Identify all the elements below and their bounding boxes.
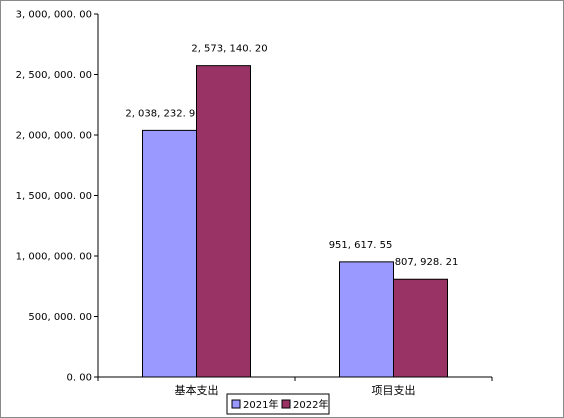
bar-series2 xyxy=(196,65,251,378)
bar-series1 xyxy=(142,129,197,378)
legend-swatch xyxy=(231,399,241,409)
legend-label: 2021年 xyxy=(243,398,278,411)
y-tick-label: 1, 000, 000. 00 xyxy=(16,252,92,263)
legend-box xyxy=(226,393,330,415)
legend-label: 2022年 xyxy=(293,398,328,411)
data-label: 951, 617. 55 xyxy=(329,240,393,251)
y-tick-label: 2, 000, 000. 00 xyxy=(16,131,92,142)
y-tick-label: 3, 000, 000. 00 xyxy=(16,10,92,21)
bar-series1 xyxy=(339,261,394,378)
category-label: 项目支出 xyxy=(372,383,416,397)
y-tick-label: 1, 500, 000. 00 xyxy=(16,191,92,202)
y-tick-label: 0. 00 xyxy=(67,373,92,384)
category-label: 基本支出 xyxy=(175,383,219,397)
data-label: 2, 038, 232. 96 xyxy=(125,108,201,119)
y-tick-label: 500, 000. 00 xyxy=(28,312,92,323)
data-label: 2, 573, 140. 20 xyxy=(191,44,267,55)
bar-series2 xyxy=(393,278,448,378)
y-tick-label: 2, 500, 000. 00 xyxy=(16,70,92,81)
legend-swatch xyxy=(281,399,291,409)
data-label: 807, 928. 21 xyxy=(395,257,459,268)
